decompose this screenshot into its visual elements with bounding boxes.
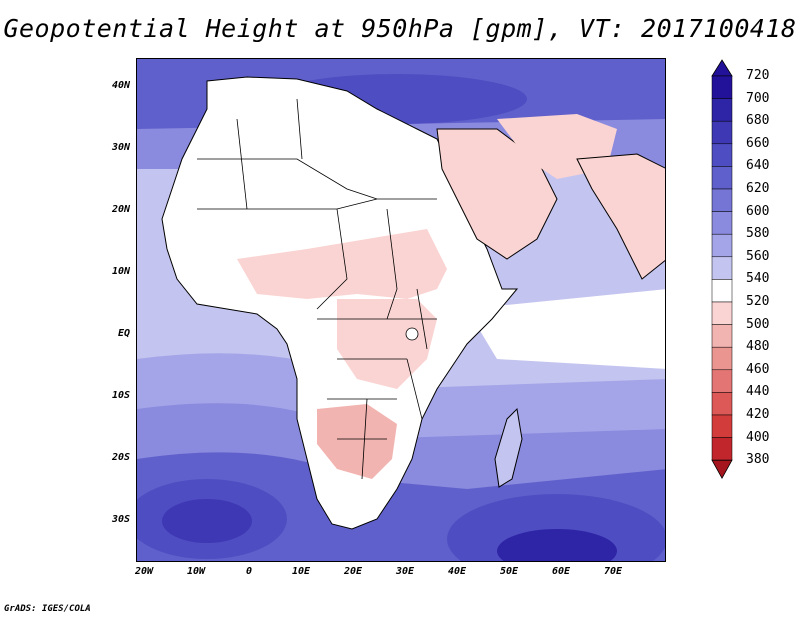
colorbar-label-660: 660 — [746, 135, 770, 151]
lat-label-10s: 10S — [111, 390, 130, 401]
india-pink — [576, 153, 665, 280]
colorbar-swatch-680 — [711, 120, 733, 145]
colorbar-top-arrow — [711, 59, 733, 77]
colorbar-swatch-500 — [711, 324, 733, 348]
map-plot-area — [136, 58, 666, 562]
colorbar-label-440: 440 — [746, 384, 770, 400]
colorbar-swatch-660 — [711, 143, 733, 167]
colorbar-swatch-720 — [711, 75, 733, 99]
lat-label-20s: 20S — [111, 452, 130, 463]
colorbar-swatch-600 — [711, 211, 733, 235]
colorbar-label-540: 540 — [746, 271, 770, 287]
colorbar-swatch-580 — [711, 233, 733, 258]
south-atlantic-core — [162, 499, 252, 543]
south-indian-core — [497, 529, 617, 561]
colorbar-swatch-540 — [711, 279, 733, 303]
colorbar — [711, 59, 733, 480]
colorbar-label-720: 720 — [746, 68, 770, 83]
colorbar-swatch-420 — [711, 414, 733, 438]
lat-label-10n: 10N — [111, 266, 130, 277]
lon-label-0: 0 — [245, 566, 253, 577]
lat-label-20n: 20N — [111, 204, 130, 215]
colorbar-swatch-620 — [711, 188, 733, 212]
colorbar-label-620: 620 — [746, 181, 770, 196]
lon-label-10e: 10E — [291, 566, 311, 577]
southern-pink — [317, 404, 397, 479]
indian-ocean-white — [467, 289, 665, 369]
colorbar-label-520: 520 — [746, 294, 770, 309]
lon-label-50e: 50E — [499, 566, 519, 577]
colorbar-label-640: 640 — [746, 158, 770, 174]
lat-label-eq: EQ — [117, 328, 130, 339]
colorbar-label-680: 680 — [746, 113, 770, 129]
colorbar-label-480: 480 — [746, 339, 770, 355]
colorbar-swatch-460 — [711, 369, 733, 393]
colorbar-label-560: 560 — [746, 248, 770, 264]
sahel-pink — [237, 229, 447, 299]
colorbar-swatch-480 — [711, 346, 733, 371]
lon-label-60e: 60E — [551, 566, 571, 577]
colorbar-label-460: 460 — [746, 361, 770, 377]
lat-label-40n: 40N — [111, 80, 130, 91]
colorbar-swatch-400 — [711, 437, 733, 461]
map-title: Geopotential Height at 950hPa [gpm], VT:… — [3, 14, 797, 43]
credit-text: GrADS: IGES/COLA — [4, 604, 91, 614]
lon-label-30e: 30E — [395, 566, 415, 577]
colorbar-label-580: 580 — [746, 226, 770, 242]
lon-label-40e: 40E — [447, 566, 467, 577]
colorbar-label-400: 400 — [746, 429, 770, 445]
lake-victoria — [405, 327, 419, 341]
lon-label-20e: 20E — [343, 566, 363, 577]
central-pink — [337, 299, 437, 389]
lat-label-30s: 30S — [111, 514, 130, 525]
colorbar-label-700: 700 — [746, 90, 770, 106]
lat-label-30n: 30N — [111, 142, 130, 153]
colorbar-label-420: 420 — [746, 407, 770, 422]
colorbar-swatch-640 — [711, 166, 733, 190]
country-borders — [197, 98, 437, 480]
colorbar-label-380: 380 — [746, 452, 770, 468]
lon-label-70e: 70E — [603, 566, 623, 577]
colorbar-label-600: 600 — [746, 203, 770, 219]
colorbar-swatch-440 — [711, 392, 733, 416]
colorbar-swatch-560 — [711, 256, 733, 280]
madagascar — [494, 407, 523, 488]
colorbar-swatch-520 — [711, 301, 733, 325]
lon-label-10w: 10W — [186, 566, 206, 577]
lon-label-20w: 20W — [134, 566, 154, 577]
colorbar-label-500: 500 — [746, 316, 770, 332]
colorbar-swatch-700 — [711, 98, 733, 122]
colorbar-bottom-arrow — [711, 459, 733, 480]
